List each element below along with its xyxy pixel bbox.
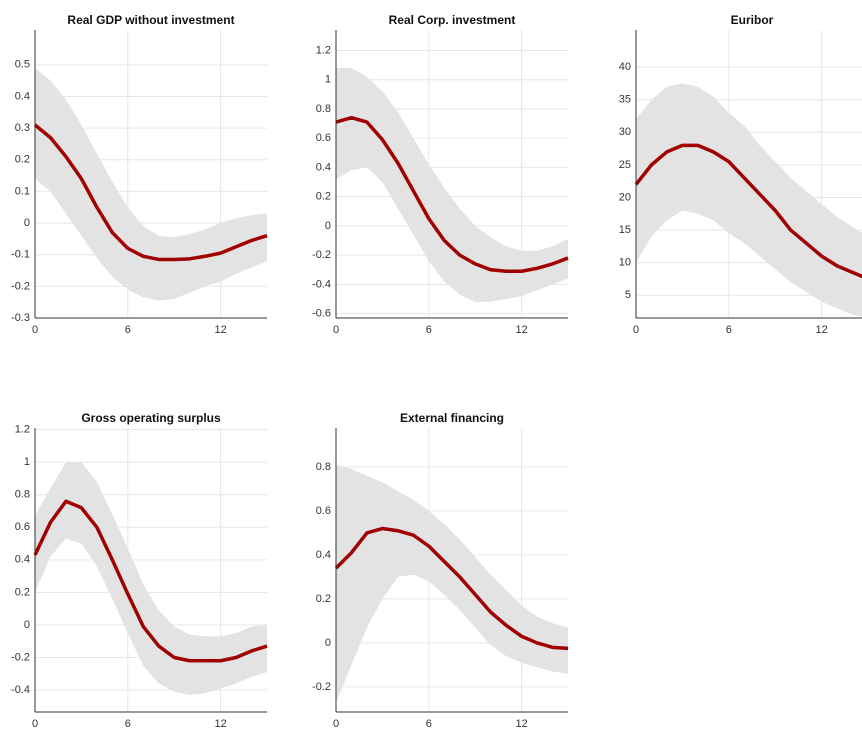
y-tick-label: 1.2 — [316, 44, 331, 56]
x-tick-label: 12 — [515, 718, 527, 729]
x-tick-label: 0 — [32, 718, 38, 729]
y-tick-label: 0.8 — [15, 489, 30, 501]
subplot: Real Corp. investment -0.6 -0.4 -0.2 0 0.2 0.4… — [312, 13, 569, 336]
x-tick-label: 0 — [333, 324, 339, 336]
y-tick-label: 0.2 — [15, 154, 30, 166]
x-tick-label: 6 — [125, 718, 131, 729]
response-line — [33, 499, 268, 663]
y-tick-label: 0.6 — [316, 505, 331, 517]
y-tick-label: 1 — [24, 456, 30, 468]
y-tick-label: 0.8 — [316, 461, 331, 473]
y-tick-label: 0.3 — [15, 122, 30, 134]
y-tick-label: 1.2 — [15, 424, 30, 436]
y-tick-label: -0.2 — [312, 249, 331, 261]
response-line — [334, 526, 569, 651]
subplot: Real GDP without investment -0.3 -0.2 -0.1 0… — [11, 13, 268, 336]
y-tick-label: 15 — [619, 224, 631, 236]
y-tick-label: 0.4 — [316, 549, 331, 561]
y-tick-label: 30 — [619, 126, 631, 138]
y-tick-label: -0.2 — [312, 681, 331, 693]
y-tick-label: -0.4 — [312, 278, 331, 290]
subplot-title: External financing — [400, 411, 504, 425]
y-tick-label: 10 — [619, 257, 631, 269]
confidence-band — [336, 464, 568, 703]
confidence-band — [336, 68, 568, 302]
y-tick-label: -0.2 — [11, 651, 30, 663]
subplot-title: Real Corp. investment — [389, 13, 516, 27]
y-tick-label: 1 — [325, 74, 331, 86]
y-tick-label: 0.4 — [15, 554, 30, 566]
y-tick-label: -0.1 — [11, 249, 30, 261]
subplot-title: Gross operating surplus — [81, 411, 221, 425]
response-line — [634, 143, 862, 279]
y-tick-label: 0.2 — [15, 586, 30, 598]
confidence-band — [636, 83, 862, 317]
subplot-title: Euribor — [731, 13, 774, 27]
confidence-band — [35, 67, 267, 301]
y-tick-label: 0.6 — [316, 132, 331, 144]
x-tick-label: 0 — [32, 324, 38, 336]
x-tick-label: 0 — [333, 718, 339, 729]
subplot: External financing -0.2 0 0.2 0.4 0.6 0.8 0 6 12 — [312, 411, 569, 729]
y-tick-label: -0.2 — [11, 280, 30, 292]
x-tick-label: 12 — [515, 324, 527, 336]
subplot: Gross operating surplus -0.4 -0.2 0 0.2 0.4 0.… — [11, 411, 268, 729]
y-tick-label: 0.2 — [316, 593, 331, 605]
y-tick-label: 0.4 — [316, 161, 331, 173]
x-tick-label: 12 — [815, 324, 827, 336]
y-tick-label: 40 — [619, 61, 631, 73]
y-tick-label: -0.6 — [312, 308, 331, 320]
x-tick-label: 6 — [426, 324, 432, 336]
y-tick-label: 0 — [325, 220, 331, 232]
y-tick-label: 0 — [24, 619, 30, 631]
y-tick-label: 25 — [619, 159, 631, 171]
x-tick-label: 12 — [214, 324, 226, 336]
y-tick-label: 20 — [619, 191, 631, 203]
y-tick-label: 35 — [619, 94, 631, 106]
y-tick-label: 0 — [24, 217, 30, 229]
y-tick-label: -0.3 — [11, 312, 30, 324]
y-tick-label: 0 — [325, 637, 331, 649]
response-line — [335, 115, 569, 273]
x-tick-label: 6 — [125, 324, 131, 336]
y-tick-label: 0.2 — [316, 191, 331, 203]
y-tick-label: 0.1 — [15, 185, 30, 197]
y-tick-label: 0.6 — [15, 521, 30, 533]
y-tick-label: 0.5 — [15, 59, 30, 71]
response-line — [33, 123, 268, 262]
x-tick-label: 12 — [214, 718, 226, 729]
x-tick-label: 6 — [426, 718, 432, 729]
x-tick-label: 0 — [633, 324, 639, 336]
y-tick-label: -0.4 — [11, 684, 30, 696]
y-tick-label: 5 — [625, 289, 631, 301]
y-tick-label: 0.8 — [316, 103, 331, 115]
subplot-title: Real GDP without investment — [67, 13, 234, 27]
x-tick-label: 6 — [726, 324, 732, 336]
y-tick-label: 0.4 — [15, 90, 30, 102]
subplot: Euribor 5 10 15 20 25 30 35 40 0 6 12 — [619, 13, 862, 336]
